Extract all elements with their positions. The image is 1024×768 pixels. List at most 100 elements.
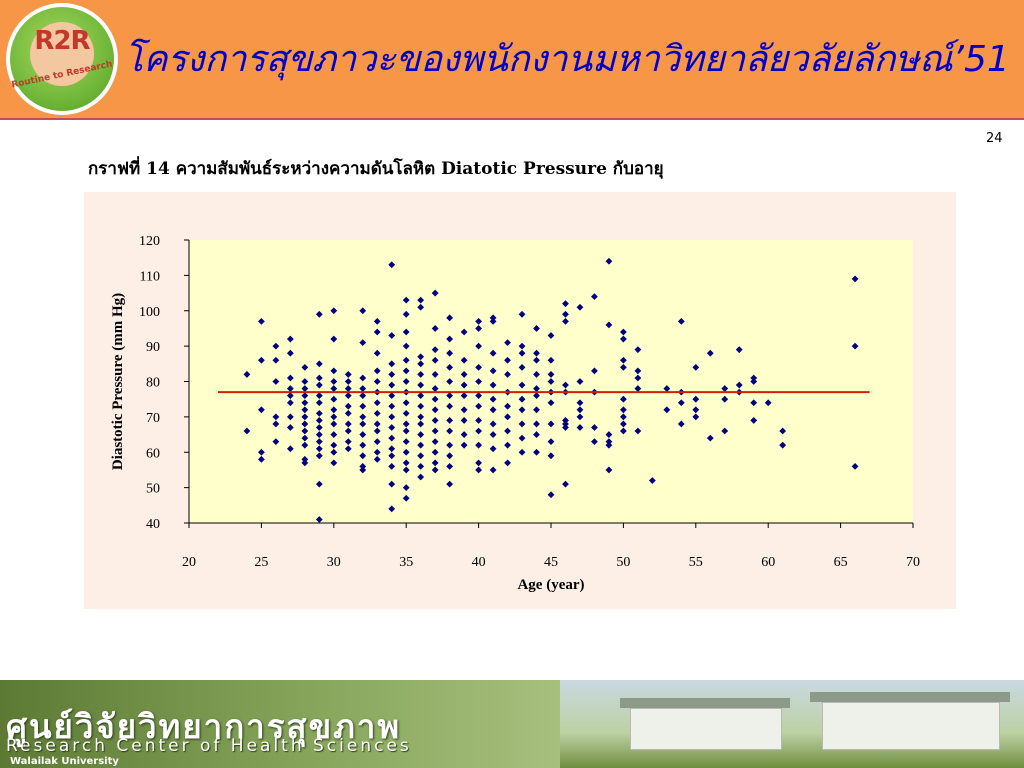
data-point <box>388 371 396 378</box>
data-point <box>315 392 323 400</box>
data-point <box>373 427 381 435</box>
data-point <box>417 296 425 304</box>
data-point <box>446 392 454 400</box>
data-point <box>286 385 294 392</box>
data-point <box>373 420 381 428</box>
data-point <box>417 441 425 449</box>
data-point <box>562 420 569 428</box>
data-point <box>475 378 482 385</box>
data-point <box>272 378 280 385</box>
data-point <box>286 445 294 453</box>
data-point <box>243 371 251 378</box>
data-point <box>373 455 381 463</box>
x-tick-label: 35 <box>399 555 413 570</box>
data-point <box>460 417 468 424</box>
footer-university: Walailak University <box>10 756 119 767</box>
logo-center <box>30 22 94 86</box>
data-point <box>286 349 294 357</box>
data-point <box>359 463 367 470</box>
footer-thai-title: ศูนย์วิจัยวิทยาการสุขภาพ <box>6 707 402 746</box>
data-point <box>518 381 526 389</box>
data-point <box>764 399 772 407</box>
data-point <box>388 360 396 368</box>
data-point <box>446 402 454 410</box>
data-point <box>533 356 540 364</box>
data-point <box>562 317 569 325</box>
data-point <box>460 381 468 389</box>
data-point <box>489 381 497 389</box>
data-point <box>692 363 700 371</box>
data-point <box>359 441 367 449</box>
x-tick-label: 30 <box>327 555 341 570</box>
data-point <box>272 420 280 428</box>
data-point <box>518 420 526 428</box>
data-point <box>388 445 396 453</box>
y-tick-label: 120 <box>139 234 160 249</box>
data-point <box>533 392 540 400</box>
header-bar <box>0 0 1024 120</box>
data-point <box>475 459 482 467</box>
data-point <box>402 296 410 304</box>
data-point <box>373 328 381 336</box>
data-point <box>533 420 540 428</box>
data-point <box>402 367 410 375</box>
data-point <box>315 381 323 389</box>
data-point <box>402 438 410 446</box>
data-point <box>417 371 425 378</box>
x-tick-label: 70 <box>906 555 920 570</box>
building-roof <box>620 698 790 708</box>
data-point <box>779 427 787 435</box>
data-point <box>475 466 482 474</box>
data-point <box>301 441 309 449</box>
data-point <box>301 399 309 407</box>
data-point <box>605 441 613 449</box>
data-point <box>431 289 439 297</box>
data-point <box>359 374 367 382</box>
data-point <box>446 452 454 460</box>
data-point <box>518 406 526 414</box>
data-point <box>475 342 482 350</box>
data-point <box>634 367 642 375</box>
y-tick-label: 100 <box>139 305 160 320</box>
data-point <box>315 516 323 523</box>
data-point <box>460 392 468 400</box>
data-point <box>373 317 381 325</box>
x-axis-label: Age (year) <box>517 577 584 593</box>
data-point <box>388 463 396 470</box>
data-point <box>373 409 381 417</box>
data-point <box>431 346 439 354</box>
data-point <box>417 353 425 361</box>
data-point <box>315 438 323 446</box>
data-point <box>677 317 685 325</box>
data-point <box>489 466 497 474</box>
data-point <box>373 438 381 446</box>
data-point <box>431 448 439 456</box>
data-point <box>417 303 425 311</box>
data-point <box>315 445 323 453</box>
data-point <box>388 480 396 488</box>
data-point <box>388 332 396 339</box>
logo-text: R2R <box>34 26 90 56</box>
x-tick-label: 50 <box>616 555 630 570</box>
data-point <box>417 402 425 410</box>
building <box>822 702 1000 750</box>
data-point <box>388 392 396 400</box>
data-point <box>750 417 758 424</box>
data-point <box>504 356 511 364</box>
data-point <box>301 459 309 467</box>
data-point <box>547 420 555 428</box>
data-point <box>475 363 482 371</box>
data-point <box>315 417 323 424</box>
data-point <box>330 385 338 392</box>
x-tick-label: 60 <box>761 555 775 570</box>
data-point <box>475 441 482 449</box>
data-point <box>272 438 280 446</box>
data-point <box>344 427 352 435</box>
data-point <box>431 385 439 392</box>
y-tick-label: 40 <box>146 517 160 532</box>
data-point <box>258 356 265 364</box>
data-point <box>388 402 396 410</box>
data-point <box>504 427 511 435</box>
data-point <box>518 342 526 350</box>
data-point <box>605 466 613 474</box>
